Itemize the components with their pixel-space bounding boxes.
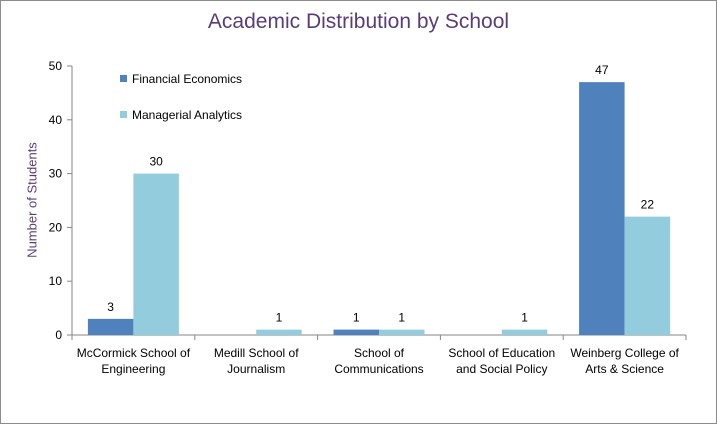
legend-label: Financial Economics	[132, 72, 243, 86]
bar	[501, 329, 548, 335]
bar	[256, 329, 302, 335]
bar	[379, 329, 425, 335]
bar	[87, 318, 134, 335]
y-tick-label: 30	[49, 167, 63, 181]
legend-label: Managerial Analytics	[132, 108, 243, 122]
x-tick-label: Weinberg College of	[570, 346, 679, 360]
data-label: 30	[149, 155, 163, 169]
y-tick-label: 50	[49, 59, 63, 73]
bar	[133, 173, 179, 335]
data-label: 3	[107, 300, 114, 314]
x-tick-label: Medill School of	[214, 346, 299, 360]
x-tick-label: McCormick School of	[77, 346, 191, 360]
y-tick-label: 40	[49, 113, 63, 127]
x-tick-label: Engineering	[101, 362, 165, 376]
chart-title: Academic Distribution by School	[207, 10, 510, 33]
data-label: 47	[595, 63, 609, 77]
bar	[579, 82, 625, 335]
y-tick-label: 20	[49, 220, 63, 234]
x-tick-label: Communications	[334, 362, 423, 376]
data-label: 1	[398, 311, 405, 325]
x-tick-label: and Social Policy	[456, 362, 547, 376]
data-label: 1	[353, 311, 360, 325]
data-label: 1	[521, 311, 528, 325]
x-tick-label: Arts & Science	[585, 362, 664, 376]
x-tick-label: School of	[354, 346, 405, 360]
x-tick-label: Journalism	[227, 362, 285, 376]
bar	[624, 216, 671, 335]
bar	[333, 329, 379, 335]
data-label: 22	[641, 198, 655, 212]
legend-item-financial-economics: Financial Economics	[120, 72, 242, 86]
legend-item-managerial-analytics: Managerial Analytics	[120, 108, 242, 122]
y-tick-label: 0	[55, 328, 62, 342]
x-tick-label: School of Education	[448, 346, 555, 360]
data-label: 1	[276, 311, 283, 325]
legend-swatch	[120, 75, 127, 82]
y-tick-label: 10	[49, 274, 63, 288]
legend-swatch	[120, 111, 127, 118]
